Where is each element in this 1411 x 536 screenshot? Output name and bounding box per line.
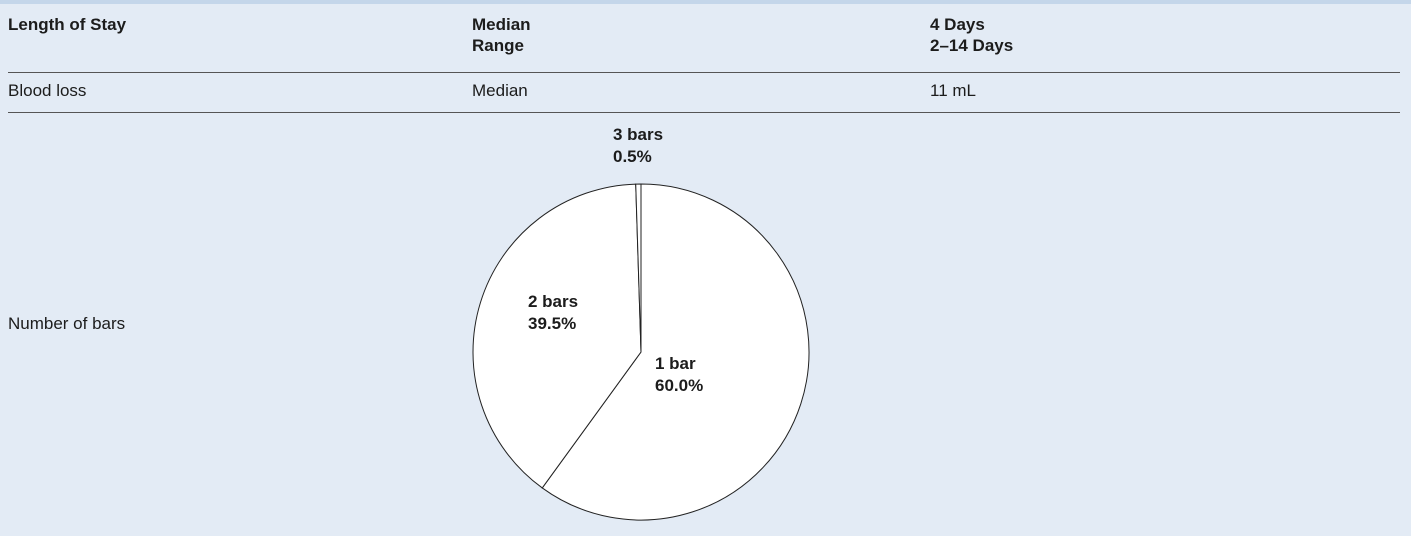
pie-slice-3-bars [635,183,642,353]
pie-label-3-bars: 3 bars 0.5% [613,125,663,166]
pie-slice-1-bar [541,183,810,521]
pie-label-2-bars: 2 bars 39.5% [528,292,578,333]
header-days-range: 2–14 Days [930,36,1014,55]
pie-label-1-bar: 1 bar 60.0% [655,354,703,395]
header-range: Range [472,36,524,55]
row-number-of-bars-label: Number of bars [8,314,126,333]
row-blood-loss-stat: Median [472,81,528,100]
top-border-strip [0,0,1411,4]
row-blood-loss-label: Blood loss [8,81,87,100]
header-median: Median [472,15,531,34]
pie-slice-2-bars [472,183,642,489]
header-length-of-stay: Length of Stay [8,15,127,34]
row-blood-loss-value: 11 mL [930,81,976,100]
header-divider [8,72,1400,73]
row-divider [8,112,1400,113]
header-days-median: 4 Days [930,15,985,34]
